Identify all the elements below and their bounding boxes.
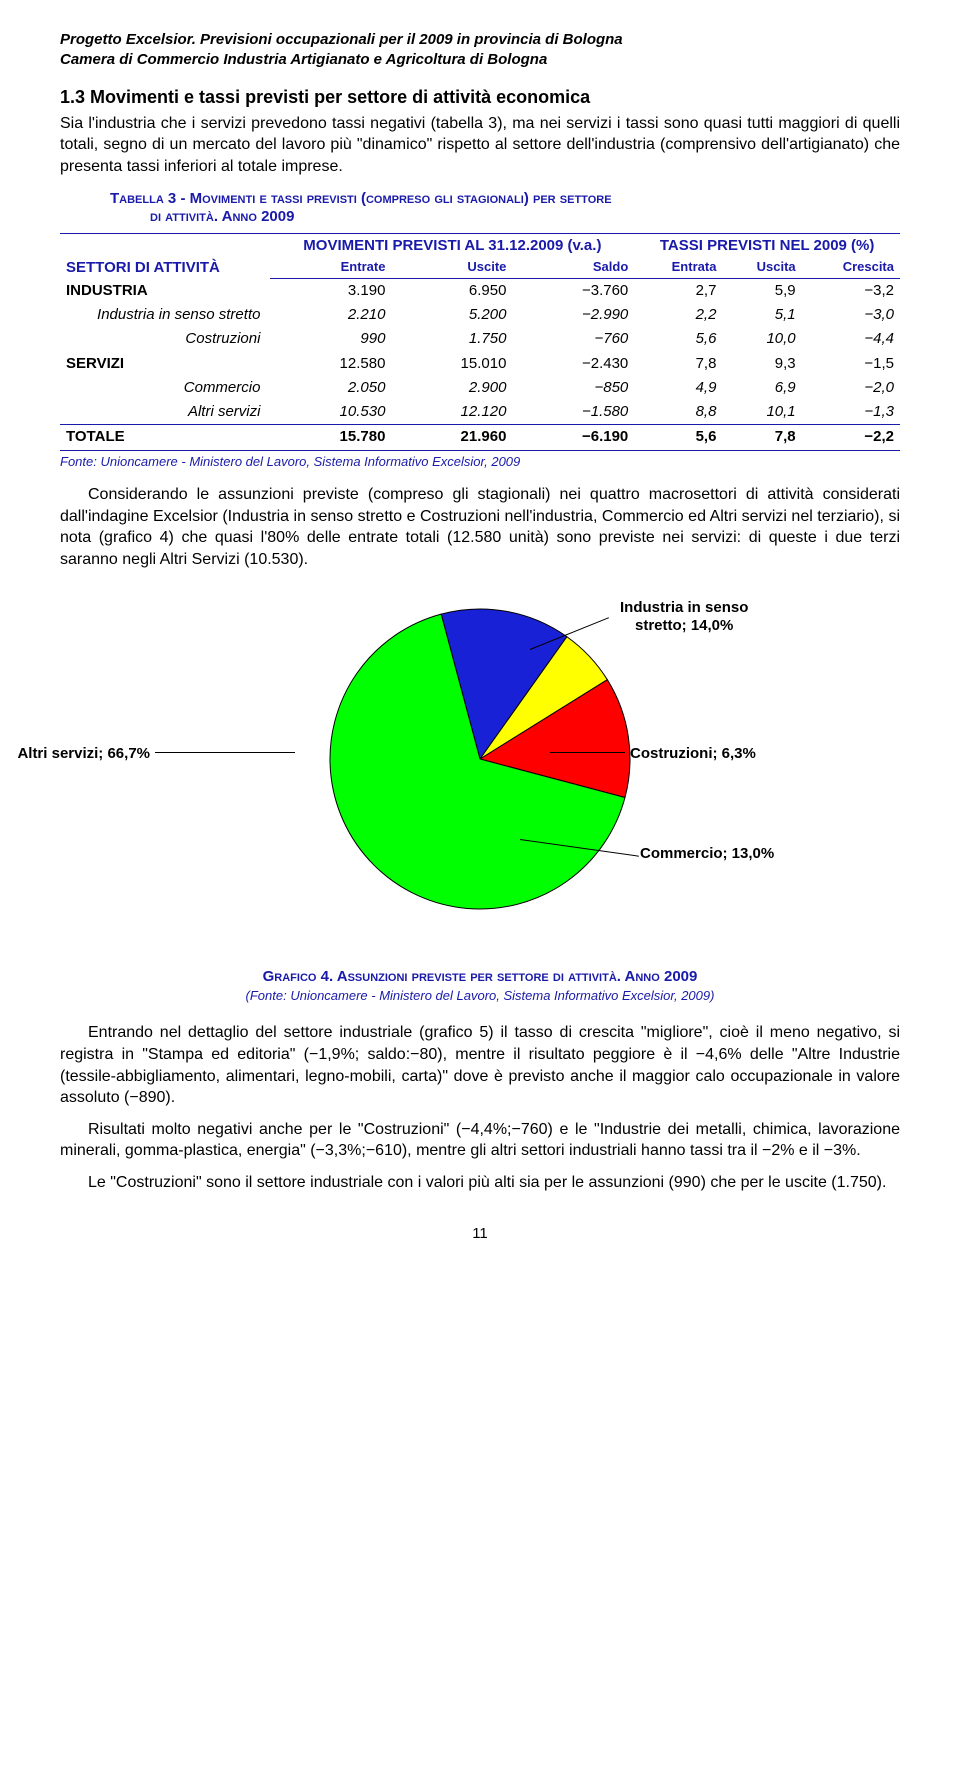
table-cell: 3.190 xyxy=(270,278,391,303)
leader-altri xyxy=(155,752,295,753)
para-3: Entrando nel dettaglio del settore indus… xyxy=(60,1022,900,1108)
table-cell: 2,2 xyxy=(634,303,722,327)
table-cell: −760 xyxy=(512,327,634,351)
table-caption-line2: di attività. Anno 2009 xyxy=(150,208,294,225)
table-cell: 15.780 xyxy=(270,425,391,450)
table-cell: 10.530 xyxy=(270,400,391,425)
table-cell: 5,6 xyxy=(634,327,722,351)
row-label-main: INDUSTRIA xyxy=(60,278,270,303)
th-entrate: Entrate xyxy=(270,256,391,278)
page-header: Progetto Excelsior. Previsioni occupazio… xyxy=(60,30,900,71)
row-label-total: TOTALE xyxy=(60,425,270,450)
table-cell: 2.050 xyxy=(270,376,391,400)
table-fonte: Fonte: Unioncamere - Ministero del Lavor… xyxy=(60,453,900,471)
intro-paragraph: Sia l'industria che i servizi prevedono … xyxy=(60,113,900,178)
table-cell: −2,0 xyxy=(802,376,900,400)
th-saldo: Saldo xyxy=(512,256,634,278)
table-cell: 2.210 xyxy=(270,303,391,327)
th-group-mov: MOVIMENTI PREVISTI AL 31.12.2009 (v.a.) xyxy=(270,234,634,257)
header-title: Progetto Excelsior. Previsioni occupazio… xyxy=(60,30,900,50)
table-row: Commercio2.0502.900−8504,96,9−2,0 xyxy=(60,376,900,400)
table-cell: −1.580 xyxy=(512,400,634,425)
table-cell: 10,1 xyxy=(722,400,801,425)
table-cell: 5,9 xyxy=(722,278,801,303)
row-label-sub: Altri servizi xyxy=(60,400,270,425)
table-cell: −3,0 xyxy=(802,303,900,327)
th-group-tassi: TASSI PREVISTI NEL 2009 (%) xyxy=(634,234,900,257)
table-cell: 10,0 xyxy=(722,327,801,351)
table-cell: −1,5 xyxy=(802,352,900,376)
th-uscita: Uscita xyxy=(722,256,801,278)
th-crescita: Crescita xyxy=(802,256,900,278)
table-cell: 6.950 xyxy=(391,278,512,303)
pie-chart: Industria in sensostretto; 14,0% Altri s… xyxy=(60,589,900,959)
pie-svg xyxy=(300,589,660,929)
table-cell: 12.120 xyxy=(391,400,512,425)
th-entrata: Entrata xyxy=(634,256,722,278)
header-subtitle: Camera di Commercio Industria Artigianat… xyxy=(60,50,900,70)
table-cell: 21.960 xyxy=(391,425,512,450)
table-cell: −850 xyxy=(512,376,634,400)
row-label-main: SERVIZI xyxy=(60,352,270,376)
grafico-caption: Grafico 4. Assunzioni previste per setto… xyxy=(60,967,900,987)
para-4: Risultati molto negativi anche per le "C… xyxy=(60,1119,900,1162)
table-row: Altri servizi10.53012.120−1.5808,810,1−1… xyxy=(60,400,900,425)
table-row: Costruzioni9901.750−7605,610,0−4,4 xyxy=(60,327,900,351)
para-after-table: Considerando le assunzioni previste (com… xyxy=(60,484,900,570)
grafico-fonte: (Fonte: Unioncamere - Ministero del Lavo… xyxy=(60,987,900,1005)
table-cell: 12.580 xyxy=(270,352,391,376)
table-cell: 7,8 xyxy=(634,352,722,376)
row-label-sub: Costruzioni xyxy=(60,327,270,351)
table-cell: −3.760 xyxy=(512,278,634,303)
th-uscite: Uscite xyxy=(391,256,512,278)
table-cell: 5,6 xyxy=(634,425,722,450)
table-row: Industria in senso stretto2.2105.200−2.9… xyxy=(60,303,900,327)
table-body: INDUSTRIA3.1906.950−3.7602,75,9−3,2Indus… xyxy=(60,278,900,450)
table-cell: −2.990 xyxy=(512,303,634,327)
para-5: Le "Costruzioni" sono il settore industr… xyxy=(60,1172,900,1194)
table-cell: 8,8 xyxy=(634,400,722,425)
table-row-total: TOTALE15.78021.960−6.1905,67,8−2,2 xyxy=(60,425,900,450)
table-cell: 9,3 xyxy=(722,352,801,376)
pie-label-altri: Altri servizi; 66,7% xyxy=(17,744,150,764)
table-caption: Tabella 3 - Movimenti e tassi previsti (… xyxy=(110,190,900,228)
table-cell: −4,4 xyxy=(802,327,900,351)
table-cell: 990 xyxy=(270,327,391,351)
table-cell: −2.430 xyxy=(512,352,634,376)
table-row: SERVIZI12.58015.010−2.4307,89,3−1,5 xyxy=(60,352,900,376)
table-cell: −6.190 xyxy=(512,425,634,450)
table-cell: 15.010 xyxy=(391,352,512,376)
table-row: INDUSTRIA3.1906.950−3.7602,75,9−3,2 xyxy=(60,278,900,303)
pie-label-costruzioni: Costruzioni; 6,3% xyxy=(630,744,756,764)
table-cell: −1,3 xyxy=(802,400,900,425)
section-heading: 1.3 Movimenti e tassi previsti per setto… xyxy=(60,85,900,109)
table-cell: 1.750 xyxy=(391,327,512,351)
leader-costruzioni xyxy=(550,752,625,753)
row-label-sub: Industria in senso stretto xyxy=(60,303,270,327)
table-cell: 4,9 xyxy=(634,376,722,400)
page-number: 11 xyxy=(60,1224,900,1244)
table-cell: 2.900 xyxy=(391,376,512,400)
table-cell: −2,2 xyxy=(802,425,900,450)
th-settori: SETTORI DI ATTIVITÀ xyxy=(60,234,270,279)
pie-label-commercio: Commercio; 13,0% xyxy=(640,844,774,864)
table-cell: 7,8 xyxy=(722,425,801,450)
row-label-sub: Commercio xyxy=(60,376,270,400)
data-table: SETTORI DI ATTIVITÀ MOVIMENTI PREVISTI A… xyxy=(60,233,900,451)
pie-label-industria: Industria in sensostretto; 14,0% xyxy=(620,599,748,635)
table-caption-line1: Tabella 3 - Movimenti e tassi previsti (… xyxy=(110,190,612,207)
table-cell: 5.200 xyxy=(391,303,512,327)
table-cell: 6,9 xyxy=(722,376,801,400)
table-cell: 2,7 xyxy=(634,278,722,303)
table-cell: −3,2 xyxy=(802,278,900,303)
table-cell: 5,1 xyxy=(722,303,801,327)
